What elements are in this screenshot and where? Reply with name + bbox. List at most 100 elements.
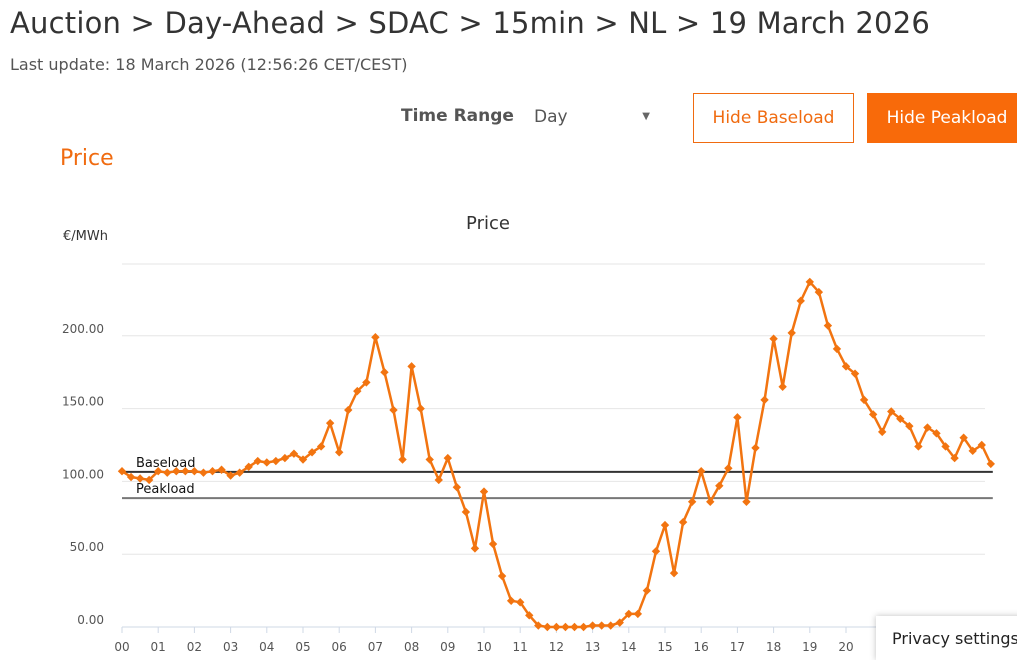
data-point[interactable] (506, 596, 516, 605)
data-point[interactable] (678, 517, 688, 527)
data-point[interactable] (778, 382, 787, 391)
data-point[interactable] (497, 571, 507, 581)
data-point[interactable] (353, 386, 362, 396)
time-range-select[interactable]: Day ▼ (534, 100, 654, 134)
hide-baseload-button[interactable]: Hide Baseload (693, 93, 854, 143)
data-point[interactable] (244, 462, 253, 472)
data-point[interactable] (977, 440, 986, 450)
data-point[interactable] (760, 395, 769, 405)
data-point[interactable] (968, 446, 977, 456)
data-point[interactable] (905, 421, 914, 431)
data-point[interactable] (669, 568, 679, 578)
data-point[interactable] (642, 586, 652, 595)
data-point[interactable] (271, 456, 281, 466)
data-point[interactable] (742, 497, 751, 506)
data-point[interactable] (190, 467, 199, 476)
data-point[interactable] (561, 622, 570, 632)
data-point[interactable] (452, 483, 462, 492)
data-point[interactable] (253, 456, 262, 466)
data-point[interactable] (552, 622, 561, 632)
data-point[interactable] (579, 622, 588, 632)
data-point[interactable] (986, 459, 995, 469)
data-point[interactable] (923, 423, 932, 432)
data-point[interactable] (416, 404, 425, 413)
data-point[interactable] (425, 455, 434, 464)
data-point[interactable] (850, 369, 860, 378)
data-point[interactable] (516, 598, 525, 607)
data-point[interactable] (660, 520, 670, 530)
data-point[interactable] (325, 418, 335, 428)
data-point[interactable] (651, 547, 661, 556)
data-point[interactable] (534, 621, 543, 630)
data-point[interactable] (896, 414, 905, 423)
data-point[interactable] (633, 609, 643, 619)
data-point[interactable] (823, 321, 833, 330)
data-point[interactable] (280, 453, 290, 463)
data-point[interactable] (289, 449, 299, 458)
data-point[interactable] (606, 621, 615, 630)
data-point[interactable] (787, 328, 796, 338)
data-point[interactable] (796, 296, 805, 306)
data-point[interactable] (262, 458, 271, 467)
data-point[interactable] (733, 413, 742, 422)
data-point[interactable] (208, 467, 217, 476)
data-point[interactable] (715, 481, 724, 490)
data-point[interactable] (126, 472, 136, 482)
privacy-settings-button[interactable]: Privacy settings (876, 616, 1017, 660)
data-point[interactable] (525, 611, 534, 620)
data-point[interactable] (316, 442, 326, 451)
data-point[interactable] (769, 334, 778, 343)
data-point[interactable] (868, 410, 878, 419)
data-point[interactable] (434, 475, 443, 485)
data-point[interactable] (362, 378, 371, 387)
data-point[interactable] (335, 448, 344, 457)
data-point[interactable] (932, 429, 941, 438)
data-point[interactable] (805, 277, 814, 287)
hide-peakload-button[interactable]: Hide Peakload (867, 93, 1017, 143)
data-point[interactable] (307, 448, 317, 457)
data-point[interactable] (941, 442, 950, 451)
data-point[interactable] (697, 467, 706, 476)
data-point[interactable] (235, 468, 244, 477)
data-point[interactable] (389, 405, 398, 415)
data-point[interactable] (298, 455, 308, 464)
data-point[interactable] (144, 475, 154, 485)
data-point[interactable] (117, 467, 127, 476)
data-point[interactable] (172, 467, 181, 476)
data-point[interactable] (226, 471, 235, 480)
data-point[interactable] (887, 407, 896, 416)
data-point[interactable] (832, 344, 842, 354)
data-point[interactable] (597, 621, 606, 630)
data-point[interactable] (706, 497, 715, 506)
data-point[interactable] (687, 497, 697, 506)
data-point[interactable] (217, 465, 226, 474)
data-point[interactable] (163, 468, 172, 477)
data-point[interactable] (488, 539, 498, 549)
data-point[interactable] (751, 443, 760, 453)
data-point[interactable] (914, 442, 923, 451)
data-point[interactable] (841, 362, 851, 371)
data-point[interactable] (959, 433, 968, 442)
data-point[interactable] (181, 467, 190, 476)
data-point[interactable] (371, 333, 380, 342)
data-point[interactable] (570, 622, 579, 632)
data-point[interactable] (624, 609, 633, 619)
data-point[interactable] (398, 455, 407, 464)
data-point[interactable] (588, 621, 597, 630)
data-point[interactable] (543, 622, 552, 632)
data-point[interactable] (814, 287, 824, 297)
data-point[interactable] (950, 453, 959, 463)
data-point[interactable] (859, 395, 869, 405)
data-point[interactable] (135, 474, 145, 483)
data-point[interactable] (380, 368, 389, 377)
data-point[interactable] (407, 362, 416, 371)
data-point[interactable] (344, 405, 353, 415)
data-point[interactable] (470, 544, 480, 553)
data-point[interactable] (615, 618, 624, 627)
data-point[interactable] (154, 467, 163, 476)
data-point[interactable] (878, 427, 887, 437)
data-point[interactable] (724, 464, 733, 473)
data-point[interactable] (443, 453, 452, 463)
data-point[interactable] (479, 487, 489, 496)
data-point[interactable] (461, 507, 471, 517)
